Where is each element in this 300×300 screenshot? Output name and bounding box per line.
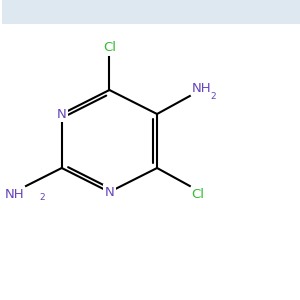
- Text: 2: 2: [39, 194, 45, 202]
- Text: NH: NH: [191, 82, 211, 94]
- Bar: [2, 0, 300, 24]
- Text: NH: NH: [5, 188, 25, 200]
- Text: N: N: [104, 185, 114, 199]
- Text: Cl: Cl: [103, 41, 116, 54]
- Text: N: N: [57, 107, 67, 121]
- Text: 2: 2: [210, 92, 216, 101]
- Text: Cl: Cl: [191, 188, 204, 200]
